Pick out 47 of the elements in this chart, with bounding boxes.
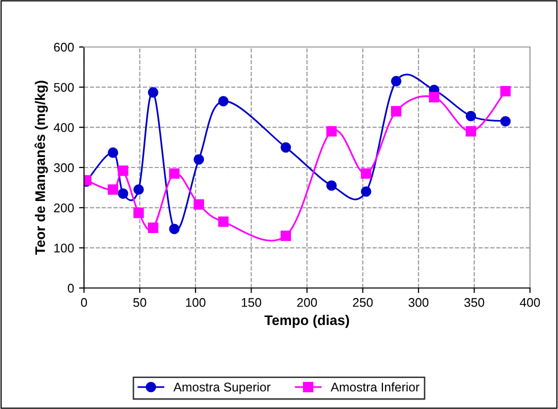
point <box>500 116 511 127</box>
x-tick-label: 350 <box>464 298 484 307</box>
x-tick-label: 300 <box>408 298 428 307</box>
point <box>118 188 128 199</box>
y-tick-label: 400 <box>54 123 74 132</box>
point <box>326 126 337 137</box>
point <box>280 230 292 241</box>
point <box>148 222 158 233</box>
point <box>133 184 144 195</box>
point <box>218 216 229 227</box>
x-axis-title: Tempo (dias) <box>264 314 350 328</box>
legend-label: Amostra Inferior <box>330 382 420 392</box>
point <box>280 142 292 153</box>
point <box>466 110 476 122</box>
point <box>118 166 128 176</box>
y-tick-label: 100 <box>54 244 74 252</box>
point <box>466 126 476 137</box>
x-tick-label: 100 <box>186 298 206 307</box>
point <box>500 86 511 96</box>
legend-label: Amostra Superior <box>173 382 270 394</box>
point <box>360 186 372 197</box>
point <box>108 147 118 158</box>
point <box>169 224 180 234</box>
point <box>194 199 204 210</box>
y-tick-label: 600 <box>54 42 74 52</box>
point <box>428 92 440 102</box>
x-tick-label: 0 <box>81 298 87 307</box>
x-tick-label: 150 <box>242 298 262 307</box>
y-tick-label: 300 <box>54 163 74 172</box>
x-tick-label: 200 <box>297 298 317 307</box>
point <box>390 106 402 116</box>
y-axis-title: Teor de Manganês (mg/kg) <box>34 80 48 255</box>
point <box>390 76 402 86</box>
point <box>218 96 229 106</box>
point <box>194 154 204 165</box>
y-tick-label: 500 <box>54 82 74 92</box>
point <box>108 184 118 195</box>
point <box>133 208 144 218</box>
point <box>148 87 158 98</box>
y-tick-label: 0 <box>68 284 74 293</box>
point <box>360 168 372 179</box>
point <box>169 168 180 179</box>
x-tick-label: 400 <box>520 298 540 307</box>
y-tick-label: 200 <box>54 203 74 212</box>
x-tick-label: 50 <box>133 298 146 307</box>
x-tick-label: 250 <box>352 298 373 307</box>
point <box>326 180 337 191</box>
